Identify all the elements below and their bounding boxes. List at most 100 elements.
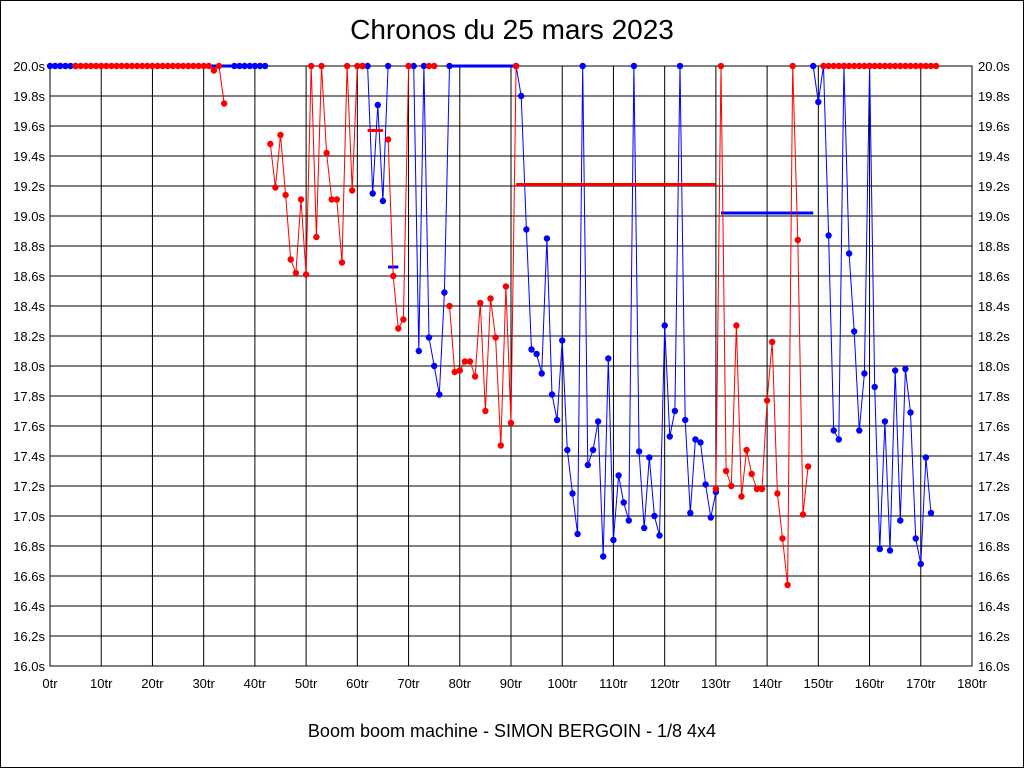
data-point: [343, 62, 351, 70]
x-tick-label: 180tr: [957, 676, 987, 691]
data-point: [318, 62, 325, 70]
x-tick-label: 150tr: [804, 676, 834, 691]
data-point: [425, 334, 433, 341]
y-tick-label-right: 16.2s: [978, 629, 1010, 644]
data-point: [579, 62, 586, 70]
y-tick-label-left: 16.2s: [13, 629, 45, 644]
data-point: [651, 512, 658, 520]
data-point: [87, 62, 95, 70]
data-point: [804, 463, 812, 470]
data-point: [287, 256, 294, 263]
data-point: [246, 62, 253, 70]
y-tick-label-right: 19.0s: [978, 209, 1010, 224]
y-tick-label-left: 18.6s: [13, 269, 45, 284]
data-point: [200, 62, 207, 70]
data-point: [661, 322, 668, 329]
data-point: [620, 499, 627, 506]
x-tick-label: 170tr: [906, 676, 936, 691]
data-point: [794, 236, 801, 244]
y-tick-label-left: 16.4s: [13, 599, 45, 614]
data-point: [897, 62, 904, 70]
data-point: [902, 62, 909, 70]
data-point: [471, 373, 479, 380]
data-point: [77, 62, 84, 70]
data-point: [553, 416, 561, 424]
data-point: [518, 92, 525, 100]
data-point: [297, 196, 305, 203]
data-point: [605, 355, 612, 362]
y-tick-label-right: 18.2s: [978, 329, 1010, 344]
data-point: [748, 470, 755, 478]
y-tick-label-left: 17.0s: [13, 509, 45, 524]
data-point: [144, 62, 151, 70]
data-point: [589, 446, 597, 454]
data-point: [912, 62, 919, 70]
data-point: [615, 472, 622, 479]
y-tick-label-left: 19.0s: [13, 209, 45, 224]
x-tick-label: 140tr: [752, 676, 782, 691]
data-point: [712, 485, 720, 493]
data-point: [272, 184, 279, 191]
data-point: [922, 62, 930, 70]
data-point: [390, 272, 397, 280]
data-point: [292, 269, 300, 277]
data-point: [461, 358, 469, 365]
data-point: [574, 530, 581, 538]
y-tick-label-right: 17.2s: [978, 479, 1010, 494]
data-point: [251, 62, 259, 70]
data-point: [256, 62, 264, 70]
data-point: [523, 226, 530, 233]
data-point: [892, 62, 899, 70]
x-tick-label: 70tr: [397, 676, 420, 691]
data-point: [180, 62, 187, 70]
data-point: [666, 433, 673, 440]
data-point: [774, 490, 781, 497]
data-point: [313, 233, 320, 241]
data-point: [57, 62, 64, 70]
data-point: [559, 337, 566, 344]
data-point: [236, 62, 243, 70]
data-point: [871, 62, 878, 70]
data-point: [825, 62, 832, 70]
tick-labels: 0tr 10tr 20tr 30tr 40tr 50tr 60tr 70tr 80tr 90tr 1…: [13, 59, 1010, 691]
data-point: [477, 299, 484, 307]
data-point: [907, 62, 914, 70]
data-point: [497, 442, 504, 449]
data-point: [149, 62, 156, 70]
data-point: [548, 391, 556, 398]
data-point: [507, 419, 515, 427]
data-point: [840, 62, 848, 70]
data-point: [164, 62, 171, 70]
data-point: [159, 62, 166, 70]
data-point: [308, 62, 315, 70]
data-point: [856, 427, 863, 434]
data-point: [466, 358, 474, 365]
data-point: [917, 560, 924, 568]
y-tick-label-left: 17.2s: [13, 479, 45, 494]
data-point: [758, 485, 766, 493]
data-point: [210, 67, 218, 74]
data-point: [395, 325, 402, 332]
chart-title: Chronos du 25 mars 2023: [350, 14, 674, 45]
data-point: [845, 62, 853, 70]
data-point: [584, 461, 591, 469]
x-tick-label: 90tr: [500, 676, 523, 691]
data-point: [830, 427, 837, 434]
data-point: [405, 62, 412, 70]
x-tick-label: 60tr: [346, 676, 369, 691]
x-tick-label: 10tr: [90, 676, 113, 691]
y-tick-label-left: 17.8s: [13, 389, 45, 404]
data-point: [359, 62, 366, 70]
data-point: [743, 446, 750, 454]
x-tick-label: 20tr: [141, 676, 164, 691]
data-point: [917, 62, 924, 70]
data-point: [123, 62, 130, 70]
x-tick-label: 80tr: [449, 676, 472, 691]
data-point: [682, 416, 689, 424]
data-point: [866, 62, 873, 70]
data-point: [692, 436, 699, 443]
data-point: [876, 62, 883, 70]
y-tick-label-right: 19.6s: [978, 119, 1010, 134]
y-tick-label-right: 17.0s: [978, 509, 1010, 524]
